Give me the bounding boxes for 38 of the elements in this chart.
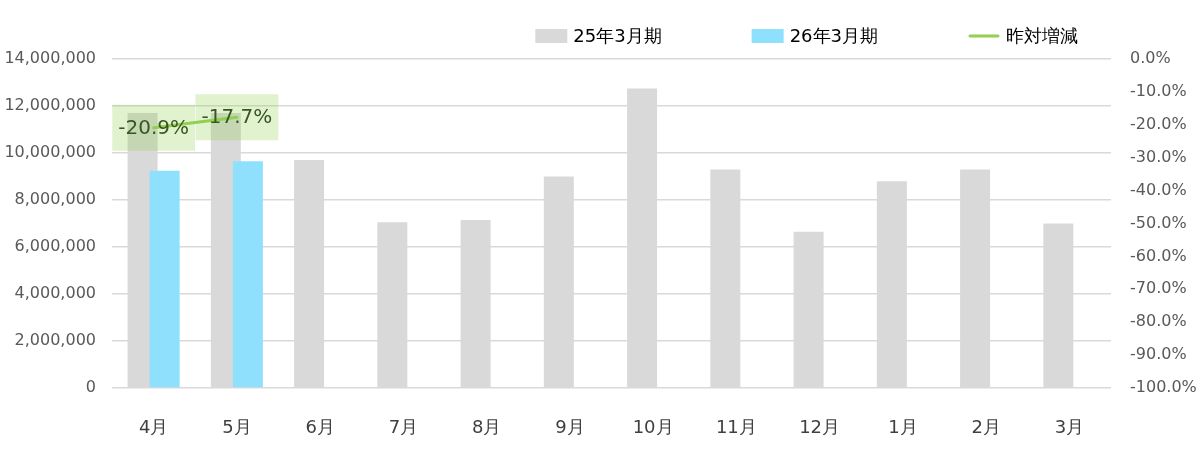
x-tick-label: 6月 bbox=[305, 416, 335, 438]
y2-tick-label: -30.0% bbox=[1130, 146, 1187, 166]
x-tick-label: 1月 bbox=[888, 416, 918, 438]
x-tick-label: 10月 bbox=[632, 416, 674, 438]
y2-tick-label: -70.0% bbox=[1130, 278, 1187, 298]
data-label: -20.9% bbox=[118, 114, 190, 139]
y2-tick-label: -60.0% bbox=[1130, 245, 1187, 265]
y2-tick-label: -90.0% bbox=[1130, 344, 1187, 364]
x-tick-label: 8月 bbox=[471, 416, 502, 438]
data-label: -17.7% bbox=[201, 104, 273, 129]
x-tick-label: 4月 bbox=[138, 416, 169, 438]
x-tick-label: 11月 bbox=[715, 416, 757, 438]
legend-label: 25年3月期 bbox=[573, 24, 662, 46]
y2-tick-label: -20.0% bbox=[1130, 113, 1187, 133]
y-tick-label: 10,000,000 bbox=[4, 142, 96, 162]
y2-tick-label: -40.0% bbox=[1130, 179, 1187, 199]
x-tick-label: 5月 bbox=[222, 416, 252, 438]
y2-tick-label: 0.0% bbox=[1130, 48, 1171, 68]
y-tick-label: 14,000,000 bbox=[4, 48, 96, 68]
y2-tick-label: -50.0% bbox=[1130, 212, 1187, 232]
y2-tick-label: -100.0% bbox=[1130, 377, 1197, 397]
y-tick-label: 2,000,000 bbox=[14, 330, 96, 350]
x-tick-label: 7月 bbox=[388, 416, 419, 438]
y2-tick-label: -10.0% bbox=[1130, 81, 1187, 101]
legend-label: 昨対増減 bbox=[1006, 24, 1078, 46]
legend-label: 26年3月期 bbox=[789, 24, 878, 46]
y-tick-label: 8,000,000 bbox=[14, 189, 96, 209]
x-tick-label: 3月 bbox=[1054, 416, 1085, 438]
y-tick-label: 6,000,000 bbox=[14, 236, 96, 256]
y-tick-label: 12,000,000 bbox=[4, 95, 96, 115]
x-tick-label: 9月 bbox=[555, 416, 585, 438]
bar bbox=[149, 170, 180, 388]
x-tick-label: 12月 bbox=[799, 416, 841, 438]
bar bbox=[232, 161, 263, 388]
y-tick-label: 0 bbox=[85, 377, 96, 397]
x-tick-label: 2月 bbox=[971, 416, 1001, 438]
y-tick-label: 4,000,000 bbox=[14, 283, 96, 303]
y2-tick-label: -80.0% bbox=[1130, 311, 1187, 331]
